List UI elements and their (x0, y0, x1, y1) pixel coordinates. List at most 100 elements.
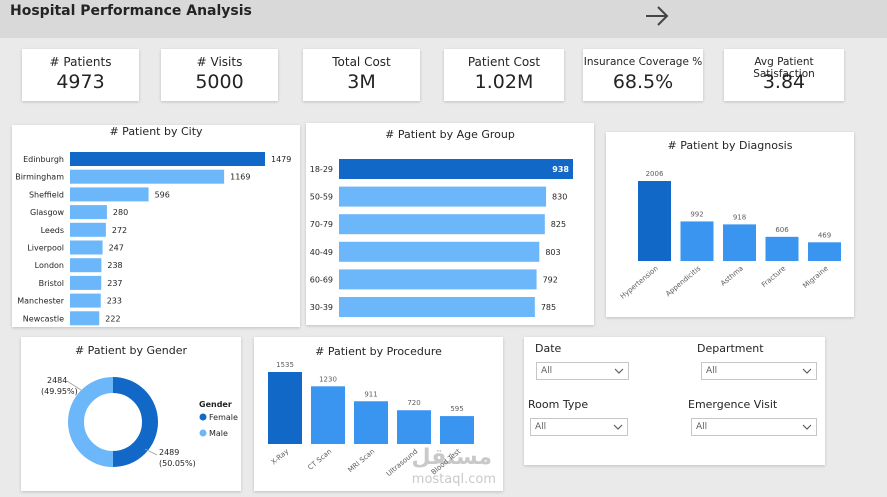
chart-title: # Patient by Gender (74, 344, 188, 357)
slicer-dropdown-date[interactable]: All (536, 362, 629, 380)
chart-title: # Patient by Diagnosis (667, 139, 793, 152)
diagnosis-category-label: Migraine (801, 264, 829, 290)
slicer-dropdown-department[interactable]: All (701, 362, 817, 380)
city-label: Bristol (39, 279, 64, 288)
diagnosis-category-label: Fracture (760, 264, 787, 289)
chart-city: Edinburgh 1479 Birmingham 1169 Sheffield 596 G… (15, 152, 291, 326)
diagnosis-category-label: Hypertension (619, 264, 660, 300)
age-bar (339, 186, 547, 207)
slicer-dropdown-emergence-visit[interactable]: All (691, 418, 817, 436)
kpi-value: 3.84 (762, 71, 806, 93)
chart-card-diagnosis: # Patient by Diagnosis 2006 Hypertension 9… (606, 132, 854, 317)
chart-age-group: 18-29 938 50-59 830 70-79 825 40-49 803 60-69 792… (310, 159, 573, 317)
kpi-value: 68.5% (612, 71, 674, 93)
age-bar (339, 297, 535, 317)
diagnosis-category-label: Asthma (719, 264, 745, 287)
age-bar (339, 159, 573, 179)
chart-card-city: # Patient by City Edinburgh 1479 Birmingha… (12, 125, 300, 327)
age-value-label: 825 (551, 220, 566, 229)
city-value-label: 280 (113, 208, 128, 217)
city-label: Manchester (17, 297, 64, 306)
gender-leader-line (144, 448, 158, 456)
chart-title: # Patient by Procedure (315, 345, 442, 358)
kpi-label: # Visits (196, 55, 243, 69)
city-value-label: 272 (112, 226, 127, 235)
chart-card-gender: # Patient by Gender 2484 (49.95%) 2489 (50.… (21, 337, 241, 491)
kpi-label: Total Cost (332, 55, 391, 69)
city-bar (70, 222, 106, 237)
city-bar (70, 258, 102, 273)
city-bar (70, 311, 100, 326)
chart-gender: 2484 (49.95%) 2489 (50.05%) Gender Female Male (41, 376, 238, 468)
kpi-card-avg-satisfaction: Avg Patient Satisfaction 3.84 (724, 49, 844, 101)
procedure-value-label: 1230 (319, 375, 337, 383)
city-value-label: 1479 (271, 155, 291, 164)
procedure-value-label: 1535 (276, 361, 294, 369)
diagnosis-value-label: 469 (818, 231, 831, 239)
city-value-label: 238 (107, 261, 122, 270)
city-bar (70, 205, 107, 220)
diagnosis-bar (808, 242, 841, 261)
gender-legend-title: Gender (199, 400, 232, 409)
slicer-dropdown-room-type[interactable]: All (530, 418, 628, 436)
diagnosis-category-label: Appendicitis (664, 264, 702, 298)
age-label: 30-39 (310, 303, 333, 312)
chevron-down-icon (802, 424, 812, 430)
kpi-value: 3M (347, 71, 376, 93)
kpi-card-patients: # Patients 4973 (22, 49, 139, 101)
procedure-category-label: MRI Scan (346, 447, 376, 474)
slicer-value: All (541, 366, 553, 376)
page-title: Hospital Performance Analysis (10, 3, 252, 19)
diagnosis-bar (638, 181, 671, 261)
kpi-value: 4973 (56, 71, 105, 93)
slicer-value: All (696, 422, 708, 432)
procedure-bar (268, 372, 302, 444)
chart-card-age-group: # Patient by Age Group 18-29 938 50-59 830 7… (306, 123, 594, 325)
age-label: 70-79 (310, 220, 333, 229)
diagnosis-bar (680, 221, 714, 261)
slicer-label-room-type: Room Type (528, 398, 589, 411)
kpi-label: Avg Patient Satisfaction (753, 56, 815, 80)
city-bar (70, 169, 225, 184)
diagnosis-bar (723, 224, 756, 261)
city-label: Birmingham (15, 173, 64, 182)
city-value-label: 596 (155, 190, 170, 199)
slicer-label-date: Date (535, 342, 562, 355)
city-label: Newcastle (23, 314, 64, 323)
kpi-card-visits: # Visits 5000 (161, 49, 278, 101)
procedure-bar (397, 410, 431, 444)
city-label: Edinburgh (23, 155, 64, 164)
gender-value-label: 2489 (159, 448, 179, 457)
watermark-logo: مستقل mostaql.com (412, 445, 496, 487)
city-value-label: 222 (105, 314, 120, 323)
filter-panel: Date All Department All Room Type All Em… (524, 337, 825, 465)
slicer-label-department: Department (697, 342, 764, 355)
chart-diagnosis: 2006 Hypertension 992 Appendicitis 918 Asthma… (619, 170, 841, 301)
gender-legend-marker (199, 429, 207, 437)
city-value-label: 233 (107, 297, 122, 306)
age-bar (339, 269, 537, 290)
city-bar (70, 293, 101, 308)
city-label: Leeds (41, 226, 64, 235)
diagnosis-value-label: 2006 (646, 170, 664, 178)
city-label: Liverpool (27, 244, 64, 253)
age-value-label: 785 (541, 303, 556, 312)
kpi-card-insurance-coverage: Insurance Coverage % 68.5% (583, 49, 703, 101)
city-bar (70, 152, 265, 166)
kpi-value: 1.02M (474, 71, 534, 93)
city-label: Glasgow (30, 208, 64, 217)
procedure-value-label: 911 (364, 390, 377, 398)
age-label: 50-59 (310, 193, 333, 202)
diagnosis-value-label: 992 (690, 210, 703, 218)
procedure-value-label: 720 (407, 399, 420, 407)
gender-legend-marker (199, 413, 207, 421)
arrow-right-icon[interactable] (644, 4, 670, 28)
gender-percent-label: (50.05%) (159, 459, 196, 468)
chevron-down-icon (802, 368, 812, 374)
procedure-bar (440, 416, 474, 444)
procedure-bar (354, 401, 388, 444)
gender-percent-label: (49.95%) (41, 387, 78, 396)
gender-value-label: 2484 (47, 376, 67, 385)
slicer-label-emergence-visit: Emergence Visit (688, 398, 778, 411)
